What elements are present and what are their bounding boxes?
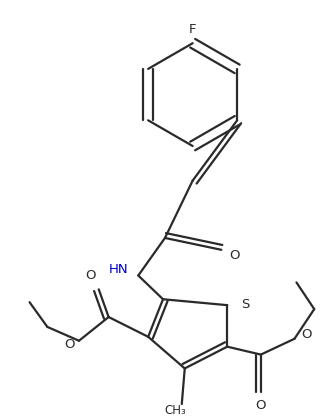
Text: HN: HN (109, 263, 128, 276)
Text: O: O (256, 399, 266, 412)
Text: CH₃: CH₃ (164, 404, 186, 417)
Text: S: S (241, 297, 249, 310)
Text: O: O (229, 249, 239, 262)
Text: O: O (86, 269, 96, 282)
Text: O: O (301, 328, 312, 341)
Text: F: F (189, 23, 196, 36)
Text: O: O (64, 338, 74, 351)
